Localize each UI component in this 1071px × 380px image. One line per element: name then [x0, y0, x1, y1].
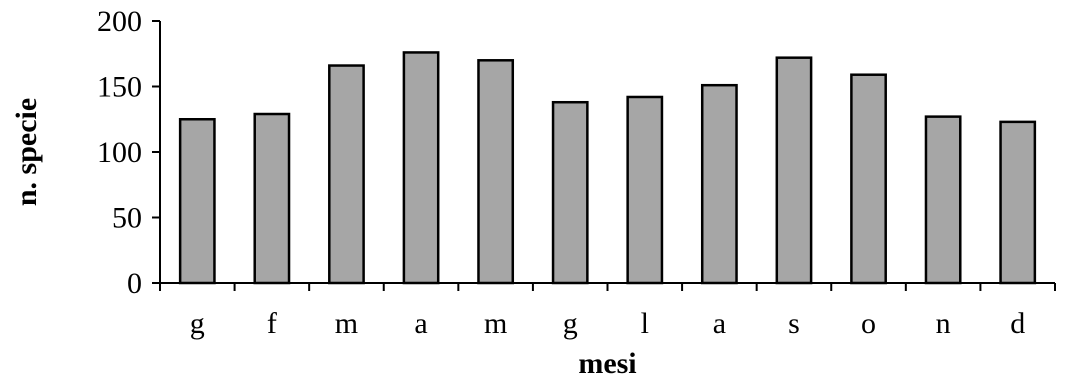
y-tick-label-100: 100 [97, 136, 142, 169]
x-tick-label-6: g [563, 307, 578, 340]
bar-10 [850, 73, 887, 285]
x-tick-label-11: n [936, 307, 951, 340]
x-tick-label-1: g [190, 307, 205, 340]
bar-12 [999, 120, 1037, 285]
y-tick-label-0: 0 [127, 267, 142, 300]
bar-4 [402, 51, 440, 285]
x-tick-label-5: m [484, 307, 507, 340]
bar-11 [924, 115, 962, 285]
x-tick-label-2: f [267, 307, 277, 340]
bar-6 [551, 100, 589, 285]
bar-1 [178, 118, 216, 285]
x-tick-label-3: m [335, 307, 358, 340]
x-tick-label-12: d [1010, 307, 1025, 340]
bar-3 [328, 64, 365, 285]
bar-9 [775, 56, 813, 285]
x-tick-label-9: s [788, 307, 800, 340]
y-tick-label-150: 150 [97, 71, 142, 104]
bar-8 [700, 83, 738, 285]
x-tick-label-4: a [414, 307, 427, 340]
x-tick-label-10: o [861, 307, 876, 340]
x-axis-title: mesi [578, 347, 636, 380]
bar-7 [626, 95, 664, 285]
y-tick-label-50: 50 [112, 202, 142, 235]
labels-layer: 0 50 100 150 200 g f m a m g l a s o n d [97, 5, 1025, 340]
bars-layer [178, 51, 1037, 285]
bar-2 [253, 112, 291, 285]
bar-5 [477, 59, 515, 285]
x-tick-label-8: a [713, 307, 726, 340]
axes-layer [152, 20, 1056, 291]
y-axis-title: n. specie [10, 98, 43, 206]
x-tick-label-7: l [641, 307, 649, 340]
y-tick-label-200: 200 [97, 5, 142, 38]
